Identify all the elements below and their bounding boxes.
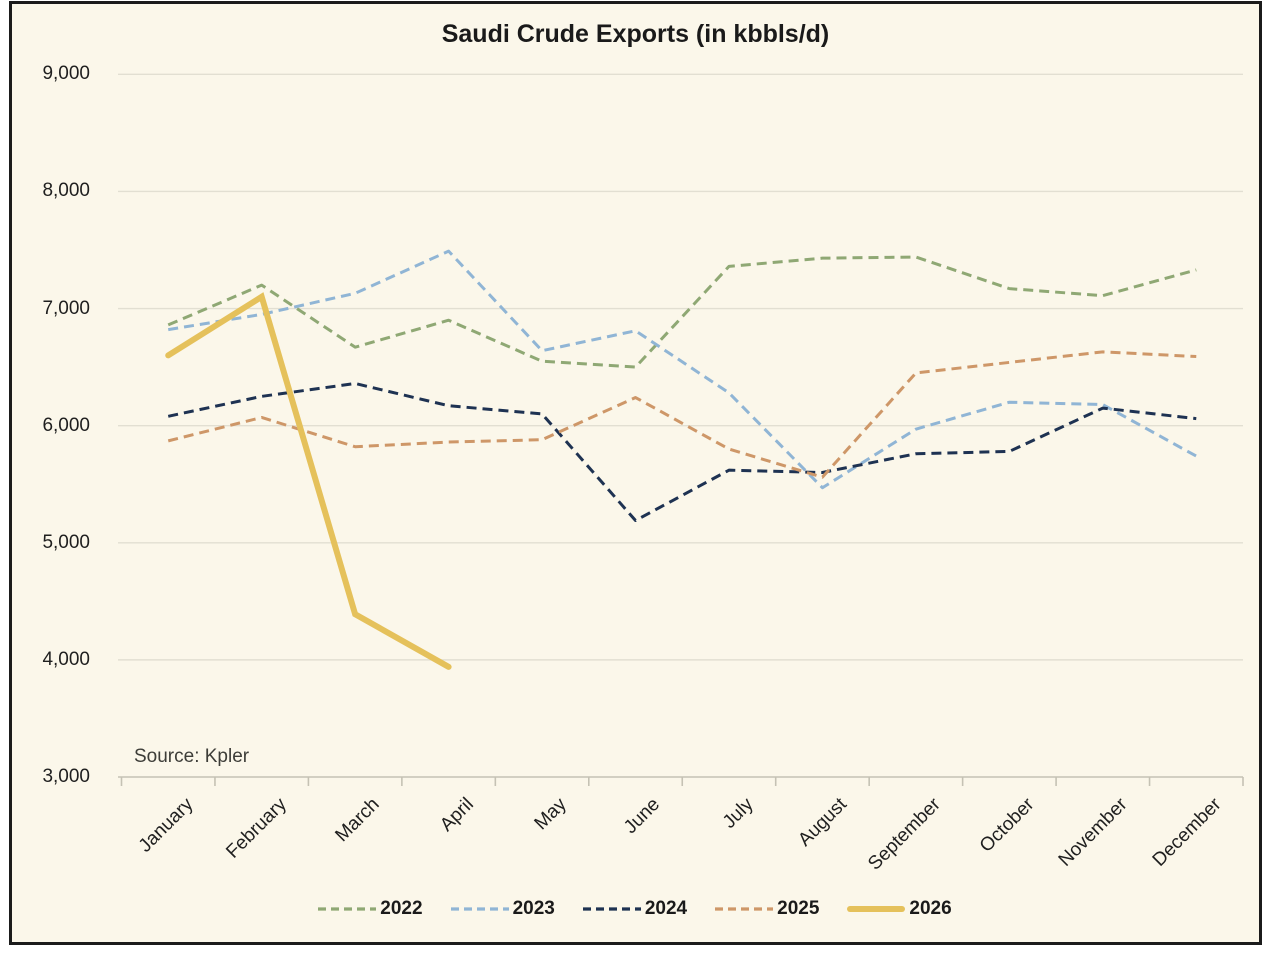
legend-swatch-2025 (715, 907, 774, 911)
legend-item-2023: 2023 (450, 898, 555, 920)
y-axis-label: 3,000 (42, 766, 90, 787)
legend-swatch-2026 (847, 906, 906, 912)
legend-item-2026: 2026 (846, 898, 952, 920)
y-axis-label: 9,000 (42, 63, 90, 85)
legend-label: 2023 (512, 898, 555, 919)
legend-swatch-2023 (450, 907, 509, 911)
legend-swatch-2024 (582, 907, 641, 911)
y-axis-label: 7,000 (42, 297, 90, 319)
series-line-2023 (167, 249, 1197, 490)
legend-swatch-2022 (318, 907, 377, 911)
series-line-2026 (165, 292, 452, 670)
legend: 2022 2023 2024 2025 2026 (0, 898, 1269, 920)
legend-label: 2024 (644, 898, 688, 919)
legend-label: 2022 (380, 898, 423, 919)
legend-item-2025: 2025 (714, 898, 819, 920)
legend-item-2024: 2024 (582, 898, 687, 920)
y-axis-label: 8,000 (42, 180, 90, 202)
series-line-2022 (167, 255, 1197, 369)
y-axis-label: 6,000 (42, 414, 90, 436)
legend-label: 2026 (909, 898, 952, 919)
y-axis-label: 4,000 (42, 648, 90, 670)
chart-frame: Saudi Crude Exports (in kbbls/d) Source:… (9, 1, 1262, 945)
chart-title: Saudi Crude Exports (in kbbls/d) (441, 20, 830, 48)
y-axis-label: 5,000 (42, 531, 90, 553)
legend-item-2022: 2022 (317, 898, 423, 920)
legend-label: 2025 (777, 898, 820, 919)
series-line-2025 (167, 350, 1197, 479)
source-note: Source: Kpler (134, 746, 250, 767)
